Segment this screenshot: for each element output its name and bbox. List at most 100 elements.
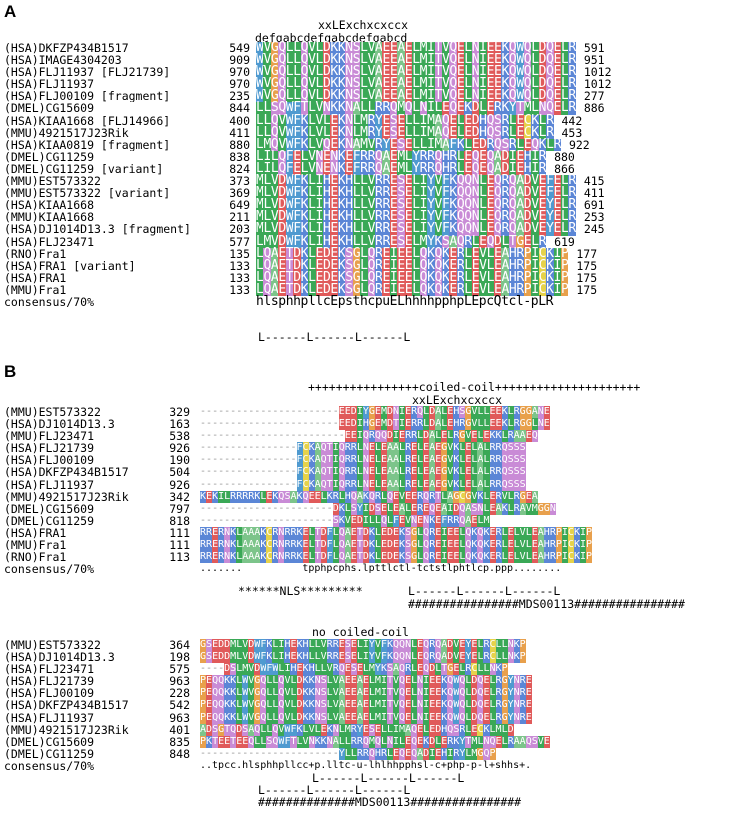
residue: H bbox=[302, 651, 309, 664]
residue: R bbox=[513, 490, 520, 503]
residue: E bbox=[405, 735, 412, 748]
residue: K bbox=[296, 639, 303, 652]
residue: E bbox=[465, 478, 472, 491]
residue: A bbox=[386, 478, 393, 491]
residue: V bbox=[405, 514, 412, 527]
sequence-row: (DMEL)CG11259 818 ----------------------SK… bbox=[4, 515, 592, 527]
residue: K bbox=[308, 478, 315, 491]
residue: E bbox=[350, 551, 357, 564]
residue: V bbox=[367, 185, 375, 201]
residue: F bbox=[441, 209, 450, 225]
sequence-name: (HSA)FLJ11937 [FLJ21739] bbox=[4, 66, 171, 79]
residue: - bbox=[254, 430, 261, 442]
residue: Q bbox=[212, 699, 219, 712]
residue: N bbox=[345, 52, 353, 68]
residue: - bbox=[242, 502, 249, 514]
residue: L bbox=[326, 687, 333, 700]
residue: P bbox=[200, 711, 207, 724]
residue: L bbox=[459, 526, 466, 540]
residue: L bbox=[236, 526, 243, 540]
residue: L bbox=[285, 52, 294, 68]
residue: S bbox=[386, 663, 393, 676]
residue: Q bbox=[464, 197, 472, 213]
residue: C bbox=[523, 124, 532, 140]
consensus-sequence: hlsphhpllcEpsthcpuELhhhhpphpLEpcQtcl-pLR bbox=[256, 293, 554, 309]
residue: L bbox=[308, 173, 316, 189]
residue: I bbox=[427, 88, 435, 104]
residue: Q bbox=[380, 514, 387, 527]
residue: K bbox=[330, 52, 338, 68]
residue: S bbox=[471, 502, 478, 515]
residue: V bbox=[479, 281, 487, 297]
sequence-name: (HSA)DJ1014D13.3 [fragment] bbox=[4, 223, 191, 236]
residue: E bbox=[494, 269, 502, 285]
residue: - bbox=[230, 466, 237, 478]
residue: A bbox=[435, 418, 442, 431]
residue: I bbox=[429, 747, 436, 760]
residue: E bbox=[330, 112, 338, 128]
residue: - bbox=[242, 466, 249, 478]
end-position: 886 bbox=[583, 101, 605, 116]
residue: T bbox=[356, 539, 363, 552]
residue: Q bbox=[525, 735, 532, 748]
residue: L bbox=[477, 514, 484, 527]
residue: W bbox=[516, 40, 524, 55]
residue: L bbox=[483, 418, 490, 431]
residue: A bbox=[537, 539, 544, 552]
residue: E bbox=[389, 233, 398, 249]
residue: R bbox=[427, 148, 435, 164]
residue: L bbox=[531, 418, 538, 431]
residue: N bbox=[314, 699, 321, 712]
residue: G bbox=[441, 454, 448, 467]
residue: E bbox=[429, 687, 436, 700]
residue: L bbox=[489, 723, 496, 736]
residue: E bbox=[429, 723, 436, 736]
residue: D bbox=[538, 52, 547, 68]
residue: K bbox=[501, 502, 508, 515]
residue: L bbox=[314, 639, 321, 652]
residue: F bbox=[285, 160, 294, 176]
residue: H bbox=[290, 663, 297, 676]
residue: - bbox=[248, 478, 255, 490]
residue: - bbox=[248, 747, 255, 759]
residue: N bbox=[322, 100, 331, 116]
residue: E bbox=[553, 197, 561, 213]
residue: R bbox=[290, 539, 297, 552]
residue: D bbox=[386, 430, 393, 443]
residue: - bbox=[296, 430, 303, 442]
residue: R bbox=[417, 502, 424, 515]
residue: A bbox=[397, 76, 405, 92]
residue: E bbox=[543, 735, 550, 748]
residue: R bbox=[218, 551, 225, 564]
residue: L bbox=[256, 136, 264, 152]
residue: E bbox=[344, 430, 351, 443]
residue: C bbox=[302, 466, 309, 479]
residue: S bbox=[397, 185, 405, 201]
residue: L bbox=[308, 136, 316, 152]
residue: M bbox=[360, 112, 368, 128]
residue: R bbox=[429, 639, 436, 652]
residue: A bbox=[314, 478, 321, 491]
residue: E bbox=[374, 723, 381, 736]
residue: H bbox=[345, 197, 353, 213]
residue: E bbox=[404, 64, 413, 80]
residue: D bbox=[278, 173, 286, 189]
residue: V bbox=[332, 687, 339, 700]
residue: L bbox=[338, 735, 345, 748]
residue: E bbox=[236, 735, 243, 748]
residue: E bbox=[404, 233, 413, 249]
residue: W bbox=[285, 185, 294, 201]
residue: A bbox=[375, 76, 383, 92]
residue: E bbox=[405, 675, 412, 688]
residue: I bbox=[380, 687, 387, 700]
residue: S bbox=[507, 466, 514, 479]
residue: N bbox=[411, 514, 418, 527]
residue: L bbox=[236, 687, 243, 700]
residue: E bbox=[411, 442, 418, 455]
residue: M bbox=[471, 747, 478, 760]
residue: I bbox=[399, 418, 406, 431]
residue: A bbox=[519, 430, 526, 443]
residue: R bbox=[447, 514, 454, 527]
residue: E bbox=[483, 699, 490, 712]
residue: I bbox=[332, 454, 339, 467]
